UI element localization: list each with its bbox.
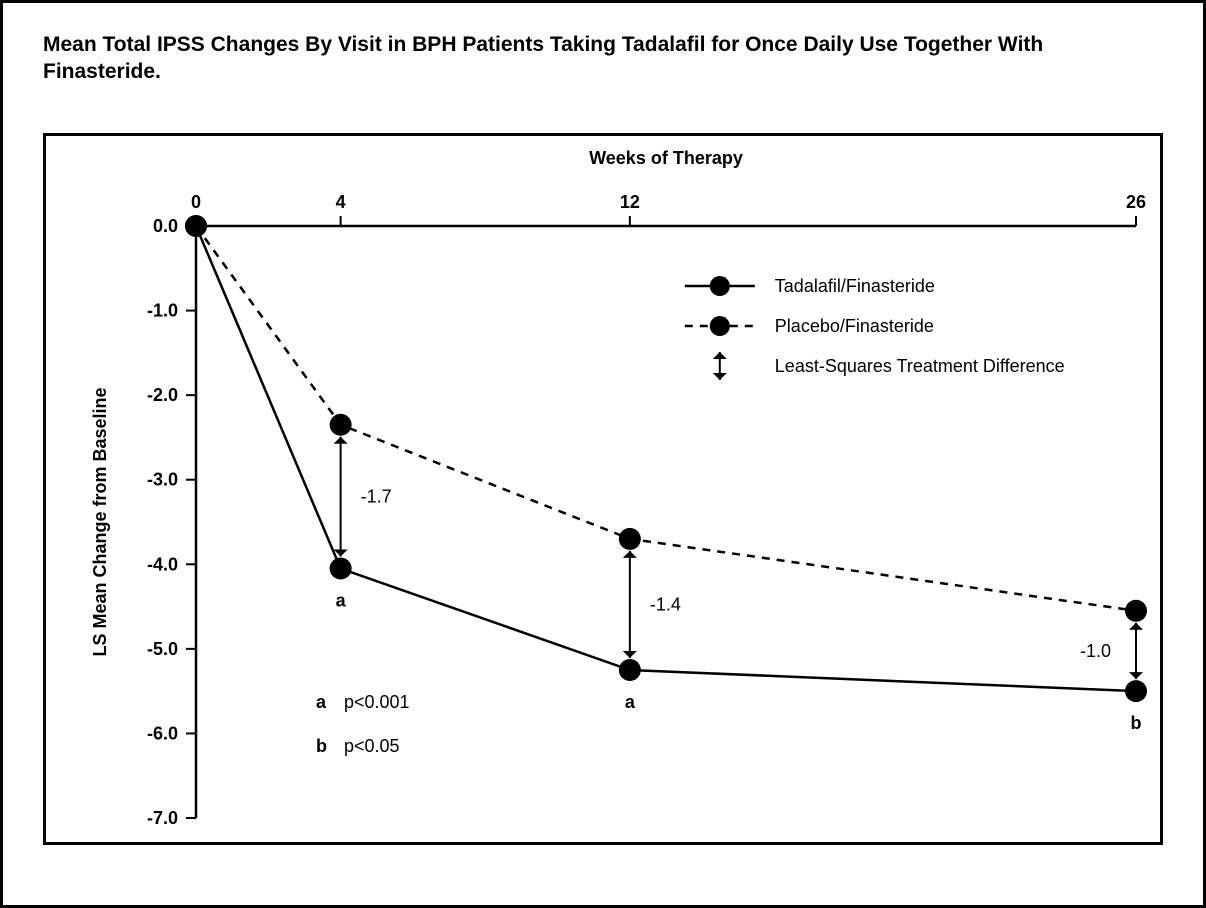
y-axis-title: LS Mean Change from Baseline: [90, 387, 110, 656]
x-tick-label: 4: [336, 192, 346, 212]
series-marker: [619, 528, 641, 550]
difference-label: -1.0: [1080, 641, 1111, 661]
y-tick-label: -2.0: [147, 385, 178, 405]
significance-letter: a: [336, 591, 347, 611]
legend-label: Tadalafil/Finasteride: [775, 276, 935, 296]
arrowhead: [1129, 623, 1143, 630]
legend-label: Placebo/Finasteride: [775, 316, 934, 336]
arrowhead: [623, 651, 637, 658]
difference-label: -1.4: [650, 594, 681, 614]
arrowhead: [713, 373, 727, 380]
legend-marker: [710, 316, 730, 336]
footnote-text: p<0.05: [344, 736, 400, 756]
series-marker: [1125, 600, 1147, 622]
footnote-key: a: [316, 692, 327, 712]
x-tick-label: 12: [620, 192, 640, 212]
x-tick-label: 0: [191, 192, 201, 212]
series-marker: [330, 414, 352, 436]
series-marker: [330, 558, 352, 580]
arrowhead: [334, 437, 348, 444]
arrowhead: [1129, 672, 1143, 679]
chart-title: Mean Total IPSS Changes By Visit in BPH …: [43, 31, 1163, 86]
x-axis-title: Weeks of Therapy: [589, 148, 743, 168]
y-tick-label: -3.0: [147, 470, 178, 490]
series-marker: [1125, 680, 1147, 702]
footnote-key: b: [316, 736, 327, 756]
plot-box: Weeks of Therapy 0 4 12 26 0.0 -1.0 -2.0 -3.0 -4.…: [43, 133, 1163, 845]
significance-letter: b: [1131, 713, 1142, 733]
difference-label: -1.7: [361, 487, 392, 507]
legend-marker: [710, 276, 730, 296]
arrowhead: [623, 551, 637, 558]
series-line: [196, 226, 1136, 691]
chart-svg: Weeks of Therapy 0 4 12 26 0.0 -1.0 -2.0 -3.0 -4.…: [46, 136, 1166, 848]
arrowhead: [713, 352, 727, 359]
footnote-text: p<0.001: [344, 692, 410, 712]
y-tick-label: -7.0: [147, 808, 178, 828]
legend-label: Least-Squares Treatment Difference: [775, 356, 1065, 376]
series-marker: [185, 215, 207, 237]
y-tick-label: -6.0: [147, 723, 178, 743]
y-tick-label: -4.0: [147, 554, 178, 574]
x-tick-label: 26: [1126, 192, 1146, 212]
significance-letter: a: [625, 692, 636, 712]
y-tick-label: 0.0: [153, 216, 178, 236]
series-marker: [619, 659, 641, 681]
figure-frame: Mean Total IPSS Changes By Visit in BPH …: [0, 0, 1206, 908]
y-tick-label: -5.0: [147, 639, 178, 659]
y-tick-label: -1.0: [147, 301, 178, 321]
